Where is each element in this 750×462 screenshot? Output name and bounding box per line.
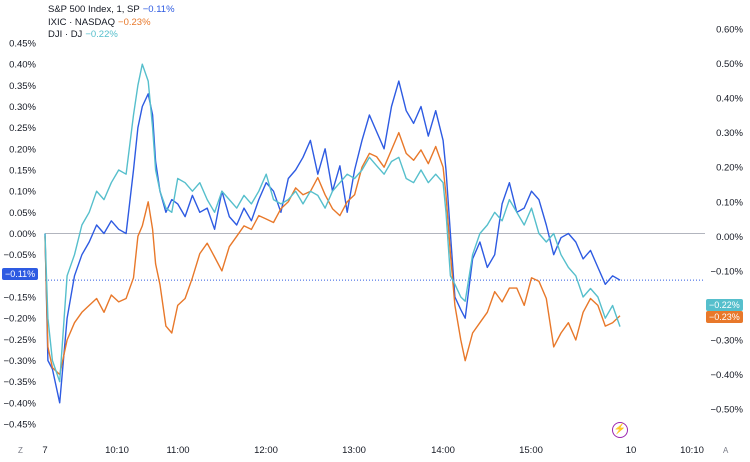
time-axis-tick-label: 15:00: [519, 445, 543, 456]
right-axis-tick-label: −0.40%: [711, 370, 744, 381]
legend-change: −0.22%: [85, 29, 118, 40]
left-axis-tick-label: −0.05%: [4, 250, 37, 261]
right-axis-tick-label: 0.60%: [716, 25, 743, 36]
left-axis-tick-label: −0.30%: [4, 356, 37, 367]
chart-legend: S&P 500 Index, 1, SP −0.11% IXIC · NASDAQ…: [48, 4, 175, 42]
zoom-toggle-button[interactable]: Z: [18, 446, 23, 455]
left-axis-tick-label: 0.30%: [9, 102, 36, 113]
auto-scale-button[interactable]: A: [723, 446, 729, 455]
left-axis-tick-label: 0.15%: [9, 166, 36, 177]
left-axis-tick-label: 0.35%: [9, 81, 36, 92]
time-axis-tick-label: 10:10: [680, 445, 704, 456]
time-axis-tick-label: 12:00: [254, 445, 278, 456]
right-axis-tick-label: 0.20%: [716, 163, 743, 174]
left-axis-tick-label: −0.25%: [4, 335, 37, 346]
spx-price-badge: −0.11%: [2, 268, 39, 280]
left-axis-tick-label: −0.35%: [4, 377, 37, 388]
time-axis-tick-label: 11:00: [166, 445, 189, 456]
legend-symbol: DJI · DJ: [48, 29, 83, 40]
left-axis-tick-label: −0.40%: [4, 398, 37, 409]
right-axis-tick-label: −0.30%: [711, 335, 744, 346]
series-line-ixic: [44, 131, 621, 376]
time-axis-tick-label: 7: [42, 445, 47, 456]
legend-symbol: IXIC · NASDAQ: [48, 16, 116, 28]
left-axis-tick-label: 0.05%: [9, 208, 36, 219]
legend-change: −0.23%: [118, 16, 151, 28]
left-price-axis[interactable]: 0.45% 0.40% 0.35% 0.30% 0.25% 0.20% 0.15% 0.10%…: [4, 39, 37, 431]
legend-row-ixic[interactable]: IXIC · NASDAQ −0.23%: [48, 17, 175, 30]
left-axis-tick-label: −0.20%: [4, 314, 37, 325]
left-axis-tick-label: −0.15%: [4, 293, 37, 304]
time-axis-tick-label: 10:10: [105, 445, 129, 456]
series-line-dji: [44, 63, 621, 383]
legend-row-spx[interactable]: S&P 500 Index, 1, SP −0.11%: [48, 4, 175, 17]
ixic-price-badge: −0.23%: [706, 311, 743, 323]
time-axis-tick-label: 14:00: [431, 445, 455, 456]
left-axis-tick-label: 0.40%: [9, 60, 36, 71]
right-axis-tick-label: 0.40%: [716, 94, 743, 105]
legend-symbol: S&P 500 Index, 1, SP: [48, 4, 140, 15]
time-axis-tick-label: 13:00: [342, 445, 366, 456]
time-axis[interactable]: 7 10:10 11:00 12:00 13:00 14:00 15:00 10 10:10: [42, 445, 704, 456]
legend-change: −0.11%: [142, 4, 175, 15]
dji-price-badge: −0.22%: [706, 299, 743, 311]
right-axis-tick-label: 0.00%: [716, 232, 743, 243]
right-axis-tick-label: −0.10%: [711, 266, 744, 277]
left-axis-tick-label: 0.45%: [9, 39, 36, 50]
right-axis-tick-label: 0.10%: [716, 197, 743, 208]
left-axis-tick-label: 0.20%: [9, 144, 36, 155]
left-axis-tick-label: 0.25%: [9, 123, 36, 134]
right-axis-tick-label: −0.50%: [711, 405, 744, 416]
right-axis-tick-label: 0.30%: [716, 128, 743, 139]
legend-row-dji[interactable]: DJI · DJ −0.22%: [48, 29, 175, 42]
left-axis-tick-label: 0.00%: [9, 229, 36, 240]
right-price-axis[interactable]: 0.60% 0.50% 0.40% 0.30% 0.20% 0.10% 0.00% −0.10…: [711, 25, 744, 416]
right-axis-tick-label: 0.50%: [716, 59, 743, 70]
time-axis-tick-label: 10: [626, 445, 637, 456]
left-axis-tick-label: −0.45%: [4, 420, 37, 431]
series-group: [44, 63, 621, 404]
lightning-icon[interactable]: ⚡: [612, 422, 628, 438]
left-axis-tick-label: 0.10%: [9, 187, 36, 198]
